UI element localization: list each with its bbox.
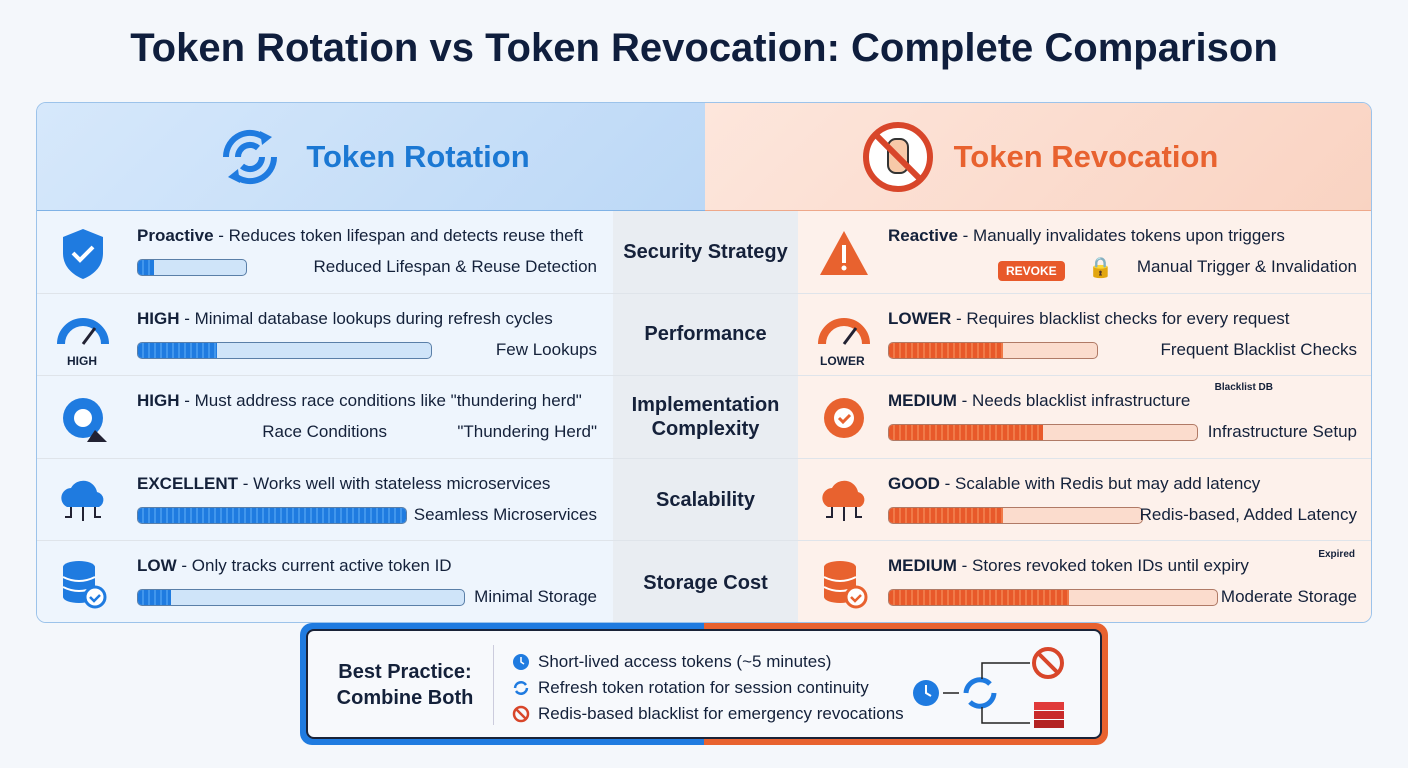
refresh-icon (513, 681, 529, 695)
note: Frequent Blacklist Checks (1160, 339, 1357, 359)
gear-check-icon (824, 398, 864, 439)
refresh-icon (963, 677, 997, 709)
note: Infrastructure Setup (1207, 422, 1357, 442)
comparison-row: HIGH - Must address race conditions like… (37, 376, 1371, 459)
block-icon (512, 705, 530, 723)
level-bar (137, 341, 432, 359)
revoke-button[interactable]: REVOKE (998, 261, 1065, 281)
description: GOOD - Scalable with Redis but may add l… (888, 473, 1261, 493)
comparison-row: HIGH HIGH - Minimal database lookups duri… (37, 293, 1371, 377)
warning-icon (820, 231, 868, 275)
level-bar (888, 424, 1198, 442)
description: LOW - Only tracks current active token I… (137, 556, 452, 576)
criterion-label: Scalability (613, 458, 798, 541)
cloud-network-icon (822, 480, 865, 521)
note: Reduced Lifespan & Reuse Detection (313, 257, 597, 276)
criterion-label: Implementation Complexity (613, 376, 798, 458)
criterion-label: Security Strategy (613, 211, 798, 293)
note: Seamless Microservices (413, 504, 597, 524)
description: MEDIUM - Needs blacklist infrastructure (888, 391, 1191, 411)
revocation-cell: LOWER LOWER - Requires blacklist checks f… (798, 293, 1371, 376)
shield-check-icon (63, 229, 103, 279)
revocation-cell: MEDIUM - Needs blacklist infrastructure B… (798, 376, 1371, 458)
rotation-cell: Proactive - Reduces token lifespan and d… (37, 211, 613, 293)
description: LOWER - Requires blacklist checks for ev… (888, 308, 1290, 328)
list-item: Short-lived access tokens (~5 minutes) (512, 649, 904, 675)
level-bar-fill (138, 507, 406, 523)
level-bar (888, 506, 1143, 524)
level-bar-fill (889, 590, 1070, 606)
revocation-header: Token Revocation (705, 103, 1371, 211)
description: Proactive - Reduces token lifespan and d… (137, 226, 584, 245)
rotation-cell: HIGH HIGH - Minimal database lookups duri… (37, 293, 613, 376)
stop-hand-icon (862, 121, 933, 192)
rotation-cell: HIGH - Must address race conditions like… (37, 376, 613, 458)
gauge-label: LOWER (820, 353, 865, 368)
flow-diagram (913, 647, 1064, 728)
rotation-header: Token Rotation (37, 103, 705, 211)
best-practice-title: Best Practice: Combine Both (336, 661, 474, 709)
description: HIGH - Must address race conditions like… (137, 391, 582, 411)
level-bar-fill (889, 507, 1003, 523)
clock-icon (513, 654, 529, 670)
note: Few Lookups (495, 339, 597, 359)
lock-icon: 🔒 (1088, 257, 1113, 279)
comparison-row: LOW - Only tracks current active token I… (37, 541, 1371, 622)
block-icon (1032, 647, 1064, 679)
comparison-row: Proactive - Reduces token lifespan and d… (37, 211, 1371, 294)
level-bar (137, 589, 465, 607)
revocation-cell: Reactive - Manually invalidates tokens u… (798, 211, 1371, 293)
comparison-panel: Token Rotation Token Revocation Proactiv… (36, 102, 1372, 623)
list-item: Refresh token rotation for session conti… (512, 675, 904, 701)
criterion-label: Performance (613, 293, 798, 376)
gauge-label: HIGH (67, 353, 97, 368)
redis-icon (1034, 702, 1064, 728)
small-label: Blacklist DB (1214, 382, 1273, 394)
description: EXCELLENT - Works well with stateless mi… (137, 473, 551, 493)
description: HIGH - Minimal database lookups during r… (137, 308, 553, 328)
cloud-network-icon (61, 480, 104, 521)
level-bar (137, 506, 407, 524)
level-bar (888, 341, 1098, 359)
criterion-label: Storage Cost (613, 541, 798, 622)
page-title: Token Rotation vs Token Revocation: Comp… (130, 26, 1278, 70)
description: Reactive - Manually invalidates tokens u… (888, 226, 1285, 245)
note: Manual Trigger & Invalidation (1136, 257, 1357, 276)
small-label: Expired (1318, 549, 1355, 561)
divider (493, 645, 494, 725)
database-check-icon (823, 561, 868, 609)
revocation-title: Token Revocation (953, 138, 1219, 174)
revocation-cell: MEDIUM - Stores revoked token IDs until … (798, 541, 1371, 622)
rotation-cell: LOW - Only tracks current active token I… (37, 541, 613, 622)
gauge-icon (57, 317, 109, 345)
level-bar-fill (138, 342, 218, 358)
rotation-cell: EXCELLENT - Works well with stateless mi… (37, 458, 613, 541)
note: Moderate Storage (1220, 587, 1357, 607)
rotation-title: Token Rotation (306, 138, 530, 174)
comparison-row: EXCELLENT - Works well with stateless mi… (37, 458, 1371, 542)
description: MEDIUM - Stores revoked token IDs until … (888, 556, 1249, 576)
level-bar (137, 259, 247, 276)
list-item: Redis-based blacklist for emergency revo… (512, 701, 904, 727)
level-bar-fill (138, 590, 171, 606)
level-bar-fill (889, 342, 1004, 358)
best-practice-box: Best Practice: Combine Both Short-lived … (300, 623, 1108, 745)
gauge-icon (818, 317, 870, 345)
level-bar-fill (889, 425, 1043, 441)
database-check-icon (62, 561, 107, 609)
gear-wrench-icon (63, 398, 107, 443)
note: "Thundering Herd" (457, 422, 597, 442)
note: Minimal Storage (474, 587, 597, 607)
note: Redis-based, Added Latency (1139, 504, 1357, 524)
rotation-icon (223, 129, 278, 184)
level-bar (888, 589, 1218, 607)
revocation-cell: GOOD - Scalable with Redis but may add l… (798, 458, 1371, 541)
note: Race Conditions (262, 422, 387, 442)
level-bar-fill (138, 260, 155, 275)
